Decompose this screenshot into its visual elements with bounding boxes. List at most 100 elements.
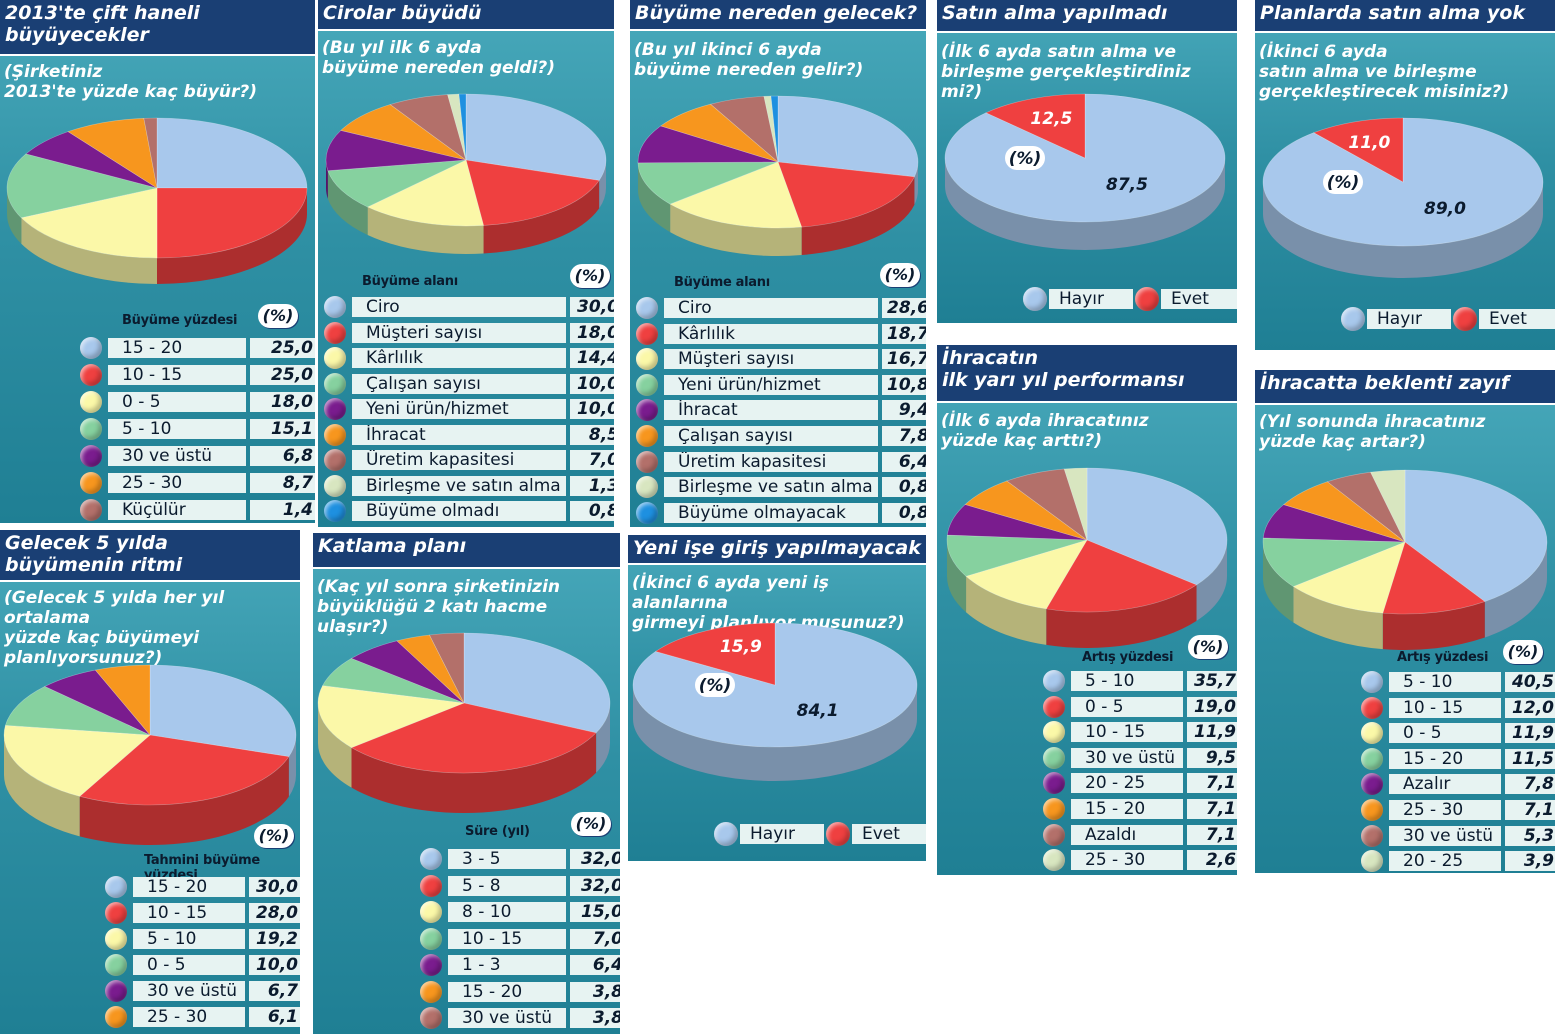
chart-panel-p4: Satın alma yapılmadı (İlk 6 ayda satın a…	[937, 0, 1237, 323]
legend-item: Büyüme olmayacak 0,8	[636, 501, 926, 524]
legend-swatch	[636, 476, 658, 499]
legend-item: 25 - 30 2,6	[1043, 849, 1237, 872]
pie-slice-5	[94, 664, 151, 736]
legend-value: 25,0	[250, 338, 315, 358]
pie-slice-side-0	[1196, 540, 1227, 621]
legend-item: 5 - 10 40,5	[1361, 671, 1555, 693]
pie-slice-side-0	[945, 158, 1225, 250]
legend-swatch	[324, 296, 346, 318]
chart-title: Cirolar büyüdü	[318, 0, 614, 31]
legend-item: 30 ve üstü 9,5	[1043, 746, 1237, 769]
pie-slice-3	[322, 658, 465, 704]
legend-swatch	[80, 418, 102, 440]
pie-chart	[1262, 469, 1548, 650]
legend-label: 10 - 15	[1389, 697, 1501, 718]
chart-title: 2013'te çift haneli büyüyecekler	[0, 0, 315, 56]
pie-value-label-0: 89,0	[1424, 199, 1466, 219]
legend-value: 18,0	[250, 392, 315, 412]
pie-slice-1	[1045, 539, 1198, 613]
legend-swatch	[324, 423, 346, 446]
legend-value: 12,0	[1505, 697, 1555, 718]
legend-swatch	[324, 398, 346, 420]
legend-label: 25 - 30	[1071, 850, 1183, 871]
legend-swatch	[420, 901, 442, 923]
pie-slice-side-1	[801, 176, 915, 256]
legend-swatch	[420, 848, 442, 870]
chart-title: İhracatın ilk yarı yıl performansı	[937, 345, 1237, 403]
legend-swatch	[1361, 722, 1383, 745]
legend-item: 8 - 10 15,0	[420, 901, 620, 923]
legend-label: 5 - 10	[1071, 671, 1183, 691]
pie-slice-0	[777, 95, 919, 178]
legend-swatch	[324, 347, 346, 369]
legend-label: 10 - 15	[108, 365, 246, 385]
legend-swatch	[324, 321, 346, 344]
pie-slice-0	[1404, 469, 1548, 602]
pie-chart: 89,0 11,0 (%)	[1262, 117, 1544, 278]
pie-slice-1	[777, 161, 915, 228]
legend-swatch	[1135, 287, 1159, 311]
chart-title: Gelecek 5 yılda büyümenin ritmi	[0, 530, 300, 582]
legend-value: 15,1	[250, 419, 315, 439]
legend-swatch	[1361, 696, 1383, 719]
legend-swatch	[324, 500, 346, 522]
legend-value: 25,0	[250, 365, 315, 385]
pie-slice-5	[1283, 481, 1406, 543]
pie-slice-side-2	[367, 206, 484, 254]
pie-slice-0	[632, 622, 918, 748]
legend-label: Üretim kapasitesi	[664, 451, 878, 472]
legend-swatch	[1361, 799, 1383, 821]
legend-value: 7,1	[1187, 773, 1237, 794]
legend-label: 3 - 5	[448, 849, 566, 869]
pie-slice-3	[327, 159, 467, 208]
pie-slice-side-2	[318, 703, 352, 788]
legend-item: Çalışan sayısı 7,8	[636, 425, 926, 447]
legend-label: Evet	[852, 824, 926, 844]
legend-item: Üretim kapasitesi 6,4	[636, 450, 926, 473]
legend-label: 0 - 5	[133, 955, 245, 975]
pie-slice-4	[946, 504, 1088, 541]
legend-item: 10 - 15 25,0	[80, 364, 315, 386]
legend-swatch	[324, 474, 346, 497]
legend-swatch	[1043, 670, 1065, 692]
legend-value: 10,0	[249, 955, 300, 975]
legend-label: Küçülür	[108, 500, 246, 520]
legend-label: Çalışan sayısı	[664, 426, 878, 446]
chart-question: (Bu yıl ilk 6 ayda büyüme nereden geldi?…	[322, 38, 556, 78]
legend-value: 11,9	[1187, 722, 1237, 743]
chart-title: Satın alma yapılmadı	[937, 0, 1237, 33]
pie-slice-side-1	[79, 756, 289, 845]
legend-label: 0 - 5	[1389, 723, 1501, 744]
legend-swatch	[105, 980, 127, 1002]
unit-text: (%)	[699, 676, 732, 696]
legend-item: Ciro 28,6	[636, 297, 926, 319]
pie-slice-6	[429, 632, 465, 704]
legend-item: Birleşme ve satın alma 0,8	[636, 476, 926, 499]
legend-value: 19,2	[249, 929, 300, 949]
legend-label: Birleşme ve satın alma	[352, 475, 566, 496]
legend-label: Yeni ürün/hizmet	[352, 399, 566, 419]
legend-item: 25 - 30 7,1	[1361, 799, 1555, 821]
unit-badge: (%)	[258, 304, 298, 328]
legend-swatch	[420, 1007, 442, 1029]
legend-label: Üretim kapasitesi	[352, 450, 566, 470]
legend-item: 5 - 10 35,7	[1043, 670, 1237, 692]
legend-label: 5 - 10	[133, 929, 245, 949]
legend-label: İhracat	[352, 424, 566, 445]
legend-item: 0 - 5 19,0	[1043, 695, 1237, 718]
legend-label: 5 - 8	[448, 875, 566, 896]
legend-swatch	[826, 822, 850, 846]
pie-slice-6	[389, 94, 467, 161]
chart-title: Katlama planı	[313, 533, 620, 569]
legend-value: 0,8	[882, 502, 926, 523]
legend-label: Büyüme olmadı	[352, 501, 566, 521]
chart-title: Büyüme nereden gelecek?	[630, 0, 926, 31]
legend-value: 1,4	[250, 500, 315, 520]
legend-item: 10 - 15 11,9	[1043, 721, 1237, 744]
chart-panel-p7: Katlama planı (Kaç yıl sonra şirketinizi…	[313, 533, 620, 1034]
pie-slice-1	[79, 734, 290, 806]
pie-slice-1	[1313, 117, 1404, 183]
